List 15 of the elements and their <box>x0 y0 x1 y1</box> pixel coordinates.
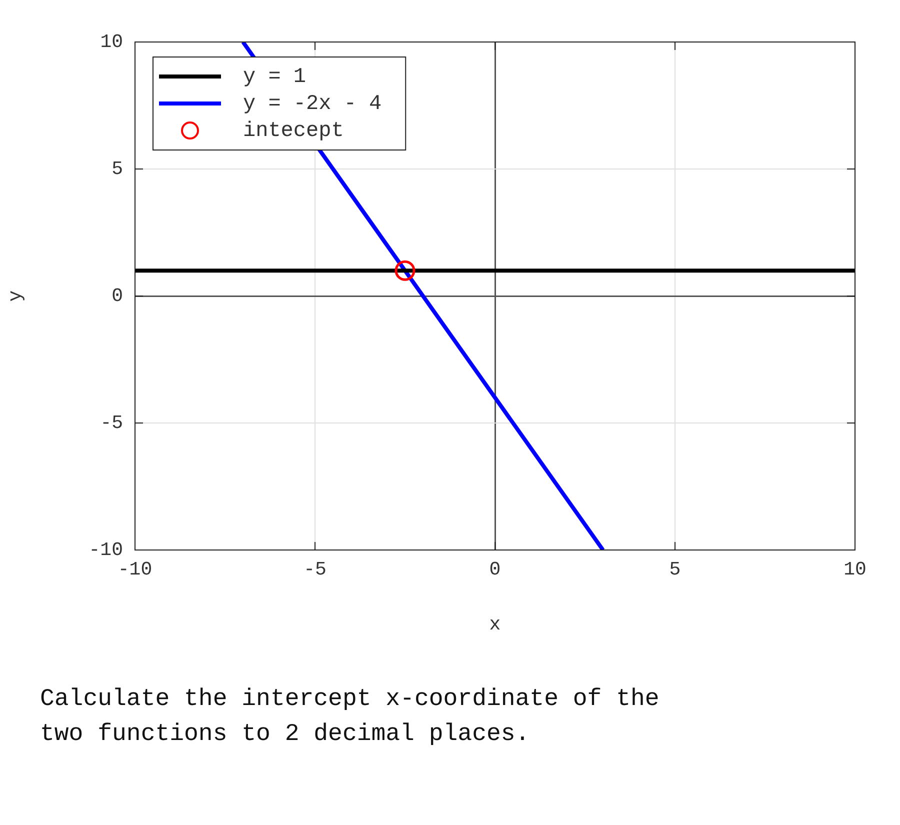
x-tick-label: 0 <box>489 558 501 580</box>
x-tick-label: 10 <box>844 558 866 580</box>
x-axis-title: x <box>489 614 501 636</box>
y-tick-label: -10 <box>88 539 123 562</box>
y-tick-label: 5 <box>112 158 123 180</box>
legend-label: y = -2x - 4 <box>243 93 382 116</box>
x-tick-label: 5 <box>669 558 681 580</box>
y-tick-label: 0 <box>112 285 123 308</box>
text: Calculate the intercept x-coordinate of the two functions to 2 decimal places. <box>40 685 660 750</box>
y-tick-label: 10 <box>100 31 123 54</box>
y-axis-title: y <box>4 290 26 302</box>
y-tick-label: -5 <box>100 412 123 434</box>
legend-label: intecept <box>243 120 344 144</box>
legend-label: y = 1 <box>243 66 306 90</box>
x-tick-label: -5 <box>304 558 326 580</box>
